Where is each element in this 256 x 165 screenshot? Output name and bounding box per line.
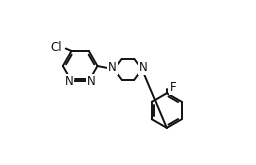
- Text: N: N: [87, 75, 96, 87]
- Text: N: N: [139, 61, 148, 74]
- Text: F: F: [170, 81, 176, 94]
- Text: N: N: [65, 75, 73, 87]
- Text: Cl: Cl: [50, 41, 62, 54]
- Text: N: N: [108, 61, 117, 74]
